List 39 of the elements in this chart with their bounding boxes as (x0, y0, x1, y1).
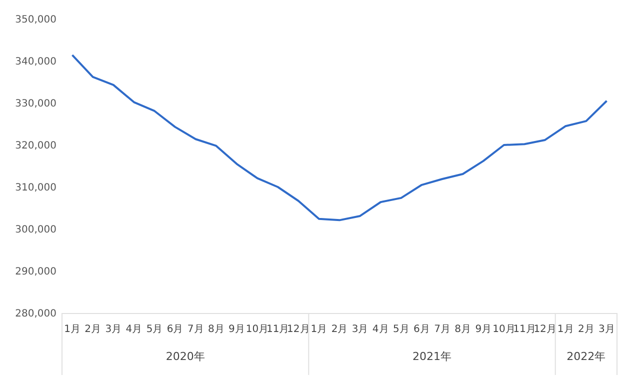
x-tick-label: 10月 (246, 324, 269, 335)
x-tick-label: 7月 (434, 324, 450, 335)
x-tick-label: 8月 (454, 324, 472, 335)
x-tick-label: 11月 (513, 324, 536, 335)
line-series (71, 54, 608, 222)
x-tick-label: 9月 (475, 324, 492, 335)
x-tick-label: 2月 (84, 324, 102, 335)
x-tick-label: 10月 (492, 324, 516, 335)
x-tick-label: 8月 (208, 324, 224, 335)
y-tick-label: 290,000 (15, 266, 56, 278)
x-tick-label: 4月 (372, 324, 389, 335)
x-tick-label: 1月 (64, 324, 80, 335)
y-tick-label: 280,000 (15, 308, 56, 320)
x-tick-label: 3月 (598, 324, 615, 335)
y-tick-label: 320,000 (15, 140, 56, 152)
text: 2022年 (566, 350, 606, 363)
x-tick-label: 6月 (414, 324, 430, 335)
x-tick-label: 1月 (310, 324, 328, 335)
x-tick-label: 5月 (392, 324, 410, 335)
text: 2020年 (166, 350, 205, 363)
y-tick-label: 300,000 (15, 224, 56, 236)
x-tick-label: 6月 (166, 324, 184, 335)
x-tick-label: 3月 (352, 324, 368, 335)
x-tick-label: 11月 (266, 324, 290, 335)
x-tick-label: 1月 (557, 324, 574, 335)
text: 2021年 (412, 350, 452, 363)
x-tick-label: 7月 (187, 324, 204, 335)
x-tick-label: 2月 (331, 324, 348, 335)
y-tick-label: 350,000 (15, 14, 56, 26)
x-tick-label: 2月 (578, 324, 594, 335)
x-tick-label: 9月 (228, 324, 245, 335)
y-tick-label: 330,000 (15, 98, 56, 110)
y-tick-label: 310,000 (15, 182, 56, 194)
x-tick-label: 3月 (105, 324, 122, 335)
x-tick-label: 4月 (126, 324, 142, 335)
x-tick-label: 12月 (534, 324, 556, 335)
x-tick-label: 12月 (287, 324, 310, 335)
y-tick-label: 340,000 (15, 56, 56, 68)
x-tick-label: 5月 (146, 324, 163, 335)
